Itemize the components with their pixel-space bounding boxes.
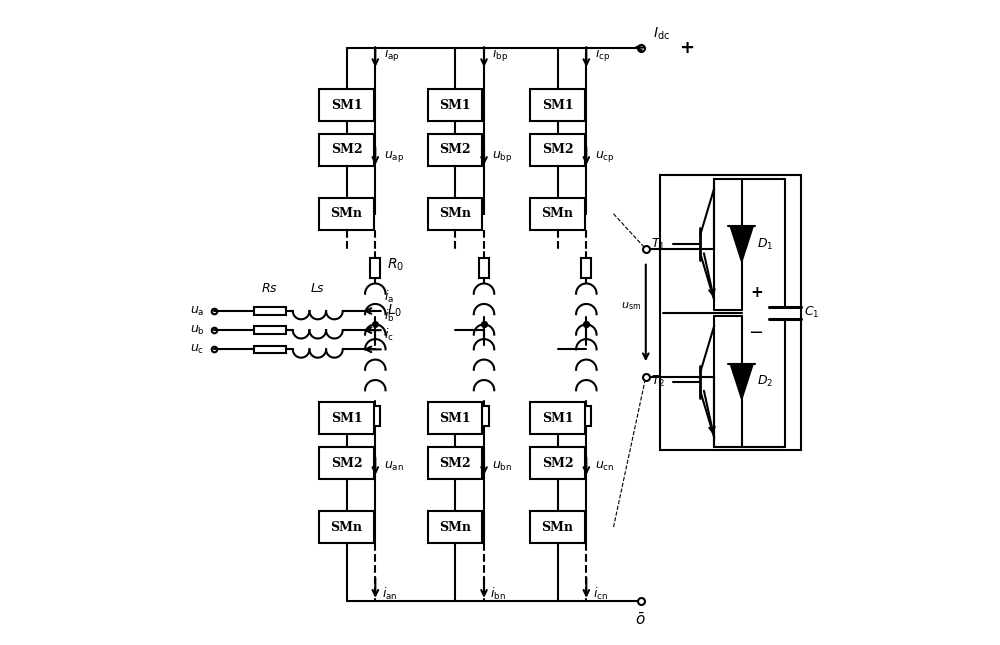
Text: $i_{\rm ap}$: $i_{\rm ap}$ [384, 46, 399, 64]
Bar [530, 198, 585, 230]
Text: SMn: SMn [439, 207, 471, 221]
Text: $u_{\rm c}$: $u_{\rm c}$ [190, 342, 205, 356]
Text: SMn: SMn [542, 521, 574, 533]
Text: SM2: SM2 [331, 457, 362, 470]
Text: $R_0$: $R_0$ [387, 257, 404, 273]
Bar [581, 406, 591, 426]
Bar [530, 511, 585, 543]
Text: SM1: SM1 [331, 99, 362, 112]
Bar [428, 198, 482, 230]
Polygon shape [730, 226, 753, 262]
Text: $I_{\rm dc}$: $I_{\rm dc}$ [653, 26, 670, 43]
Text: $i_{\rm bp}$: $i_{\rm bp}$ [492, 46, 508, 64]
Bar [530, 134, 585, 166]
Text: $L_0$: $L_0$ [387, 303, 402, 319]
Text: SMn: SMn [331, 207, 363, 221]
Text: $u_{\rm bn}$: $u_{\rm bn}$ [492, 460, 513, 473]
Bar [319, 402, 374, 434]
Text: $i_{\rm cn}$: $i_{\rm cn}$ [593, 586, 608, 602]
Text: SMn: SMn [331, 521, 363, 533]
Text: $D_2$: $D_2$ [757, 374, 773, 389]
Text: SM1: SM1 [331, 412, 362, 425]
Text: $i_{\rm b}$: $i_{\rm b}$ [384, 308, 394, 324]
Bar [479, 406, 489, 426]
Bar [319, 89, 374, 121]
Text: SM1: SM1 [542, 99, 573, 112]
Text: SM2: SM2 [439, 143, 471, 156]
Text: $i_{\rm cp}$: $i_{\rm cp}$ [595, 46, 610, 64]
Bar [581, 258, 591, 279]
Text: $\bar{o}$: $\bar{o}$ [635, 612, 646, 628]
Text: SM2: SM2 [542, 457, 573, 470]
Bar [428, 89, 482, 121]
Text: $T_2$: $T_2$ [651, 374, 665, 389]
Bar [319, 134, 374, 166]
Text: +: + [679, 39, 694, 57]
Bar [370, 406, 380, 426]
Bar [428, 402, 482, 434]
Bar [428, 511, 482, 543]
Bar [530, 402, 585, 434]
Bar [370, 258, 380, 279]
Bar [254, 307, 286, 315]
Text: −: − [748, 324, 763, 342]
Text: $u_{\rm a}$: $u_{\rm a}$ [190, 304, 205, 317]
Polygon shape [730, 364, 753, 399]
Text: $u_{\rm b}$: $u_{\rm b}$ [190, 324, 205, 337]
Text: $i_{\rm bn}$: $i_{\rm bn}$ [490, 586, 506, 602]
Text: $i_{\rm a}$: $i_{\rm a}$ [384, 288, 394, 304]
Text: SM2: SM2 [331, 143, 362, 156]
Bar [479, 258, 489, 279]
Text: SM1: SM1 [542, 412, 573, 425]
Text: $u_{\rm bp}$: $u_{\rm bp}$ [492, 149, 513, 164]
Text: $i_{\rm c}$: $i_{\rm c}$ [384, 327, 393, 343]
Text: $Rs$: $Rs$ [261, 282, 278, 295]
Bar [660, 175, 801, 450]
Text: $u_{\rm an}$: $u_{\rm an}$ [384, 460, 404, 473]
Bar [530, 89, 585, 121]
Bar [319, 447, 374, 479]
Text: $T_1$: $T_1$ [651, 237, 665, 252]
Text: SMn: SMn [439, 521, 471, 533]
Text: SM2: SM2 [439, 457, 471, 470]
Bar [319, 198, 374, 230]
Text: SM1: SM1 [439, 412, 471, 425]
Bar [428, 134, 482, 166]
Bar [428, 447, 482, 479]
Text: $C_1$: $C_1$ [804, 305, 819, 321]
Text: +: + [751, 285, 763, 300]
Text: $u_{\rm ap}$: $u_{\rm ap}$ [384, 149, 404, 164]
Bar [319, 511, 374, 543]
Bar [530, 447, 585, 479]
Text: SMn: SMn [542, 207, 574, 221]
Text: $u_{\rm cn}$: $u_{\rm cn}$ [595, 460, 614, 473]
Bar [254, 326, 286, 334]
Text: $Ls$: $Ls$ [310, 282, 325, 295]
Text: SM1: SM1 [439, 99, 471, 112]
Text: $D_1$: $D_1$ [757, 237, 773, 252]
Text: $u_{\rm sm}$: $u_{\rm sm}$ [621, 301, 641, 312]
Bar [254, 346, 286, 353]
Text: $u_{\rm cp}$: $u_{\rm cp}$ [595, 149, 614, 164]
Text: SM2: SM2 [542, 143, 573, 156]
Text: $i_{\rm an}$: $i_{\rm an}$ [382, 586, 397, 602]
